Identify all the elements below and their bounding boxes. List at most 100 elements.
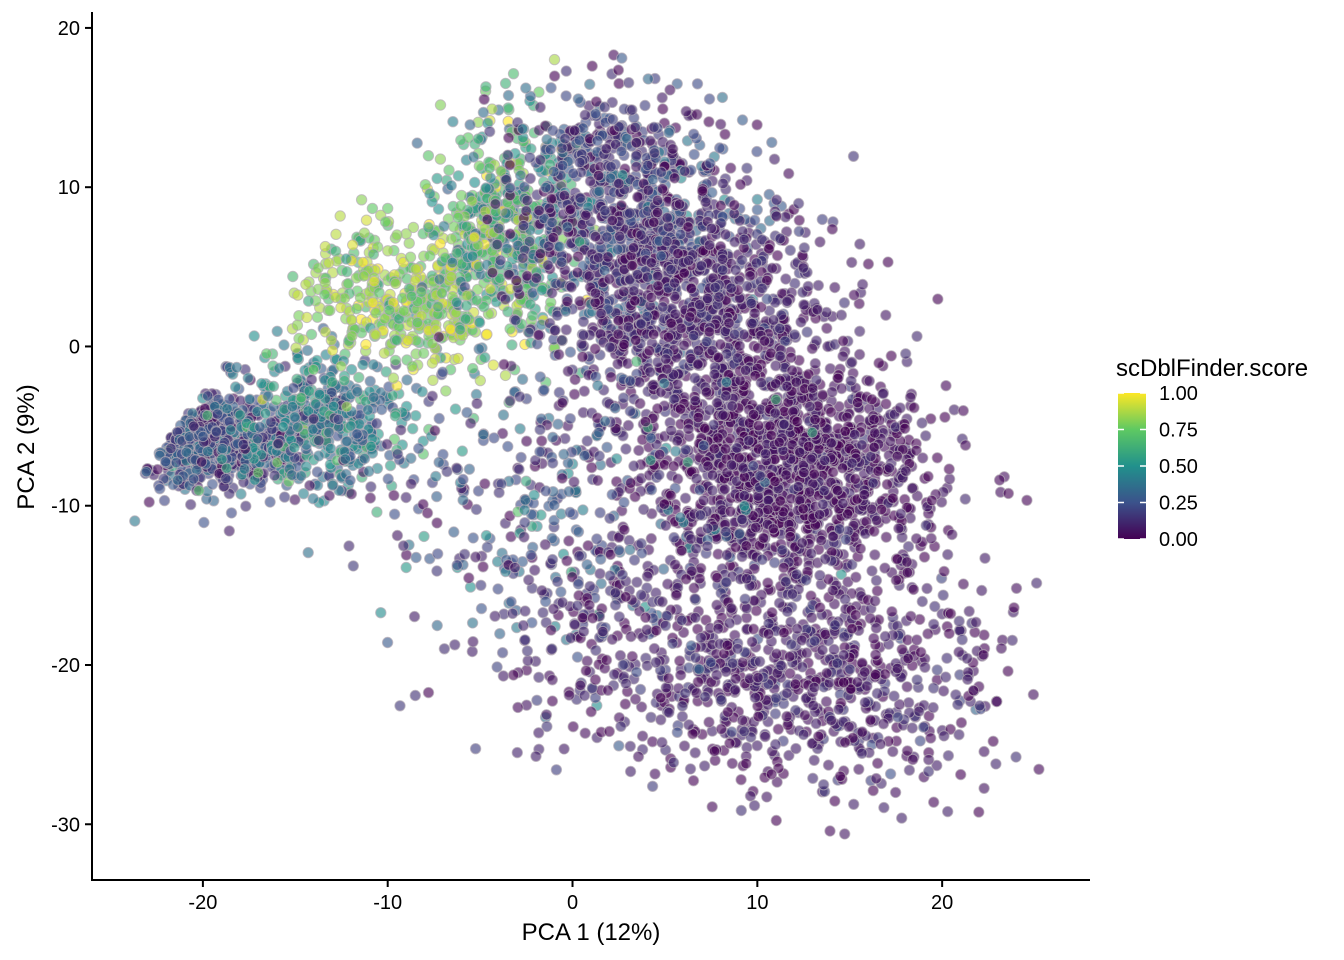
- data-point: [311, 311, 324, 323]
- data-point: [319, 326, 332, 338]
- data-point: [699, 422, 711, 434]
- data-point: [431, 172, 443, 185]
- data-point: [479, 351, 491, 364]
- data-point: [751, 145, 763, 158]
- data-point: [846, 256, 858, 269]
- data-point: [729, 236, 741, 248]
- data-point: [751, 204, 763, 216]
- data-point: [568, 124, 581, 137]
- data-point: [883, 462, 896, 474]
- data-point: [627, 242, 640, 254]
- data-point: [904, 391, 917, 403]
- data-point: [546, 216, 558, 229]
- data-point: [514, 169, 527, 182]
- data-point: [419, 179, 431, 191]
- data-point: [545, 193, 558, 205]
- data-point: [605, 371, 617, 383]
- data-point: [534, 248, 547, 260]
- data-point: [689, 372, 701, 384]
- data-point: [565, 281, 577, 293]
- data-point: [367, 297, 379, 309]
- data-point: [821, 322, 833, 334]
- data-point: [259, 407, 272, 420]
- data-point: [303, 385, 315, 397]
- data-point: [434, 153, 447, 165]
- data-point: [816, 213, 828, 226]
- data-point: [858, 489, 871, 501]
- data-point: [922, 470, 934, 483]
- data-point: [499, 369, 512, 382]
- data-point: [932, 293, 944, 305]
- data-point: [593, 185, 605, 198]
- data-point: [918, 551, 931, 563]
- data-point: [206, 478, 219, 490]
- data-point: [845, 375, 857, 387]
- data-point: [357, 359, 369, 371]
- data-point: [572, 250, 584, 263]
- data-point: [642, 73, 654, 85]
- data-point: [288, 441, 300, 454]
- data-point: [472, 133, 484, 145]
- data-point: [663, 126, 675, 139]
- data-point: [295, 470, 307, 482]
- data-point: [667, 143, 679, 155]
- data-point: [900, 348, 912, 360]
- data-point: [188, 420, 200, 432]
- data-point: [767, 314, 780, 326]
- data-point: [344, 474, 356, 487]
- data-point: [507, 68, 520, 80]
- data-point: [389, 410, 402, 422]
- data-point: [398, 305, 410, 317]
- data-point: [839, 425, 851, 437]
- data-point: [679, 492, 692, 504]
- data-point: [151, 463, 164, 476]
- data-point: [705, 222, 718, 235]
- data-point: [410, 410, 422, 422]
- data-point: [301, 344, 314, 357]
- data-point: [198, 516, 210, 529]
- data-point: [363, 465, 375, 477]
- data-point: [197, 430, 209, 443]
- data-point: [271, 325, 283, 337]
- data-point: [717, 264, 729, 276]
- data-point: [605, 161, 617, 173]
- data-point: [630, 150, 642, 162]
- data-point: [862, 258, 875, 270]
- data-point: [592, 169, 605, 182]
- data-point: [814, 236, 826, 248]
- data-point: [330, 291, 342, 303]
- data-point: [763, 243, 775, 255]
- data-point: [382, 245, 394, 257]
- data-point: [286, 401, 299, 413]
- data-point: [481, 328, 493, 340]
- data-point: [225, 507, 238, 519]
- data-point: [568, 388, 581, 400]
- data-point: [422, 221, 435, 234]
- data-point: [347, 239, 359, 251]
- data-point: [869, 427, 881, 439]
- data-point: [825, 437, 837, 449]
- data-point: [825, 406, 837, 418]
- data-point: [455, 134, 467, 146]
- data-point: [656, 92, 668, 104]
- data-point: [746, 317, 758, 330]
- data-point: [674, 403, 687, 415]
- data-point: [365, 440, 377, 452]
- data-point: [827, 466, 839, 478]
- data-point: [725, 282, 737, 294]
- data-point: [680, 105, 692, 118]
- data-point: [766, 262, 778, 274]
- data-point: [632, 191, 644, 203]
- data-point: [300, 460, 312, 473]
- data-point: [880, 398, 892, 410]
- data-point: [524, 298, 536, 310]
- data-point: [656, 183, 669, 195]
- data-point: [345, 314, 358, 326]
- data-point: [631, 269, 644, 281]
- data-point: [633, 444, 645, 457]
- data-point: [688, 329, 700, 342]
- data-point: [607, 113, 619, 126]
- data-point: [743, 435, 755, 447]
- data-point: [755, 377, 767, 389]
